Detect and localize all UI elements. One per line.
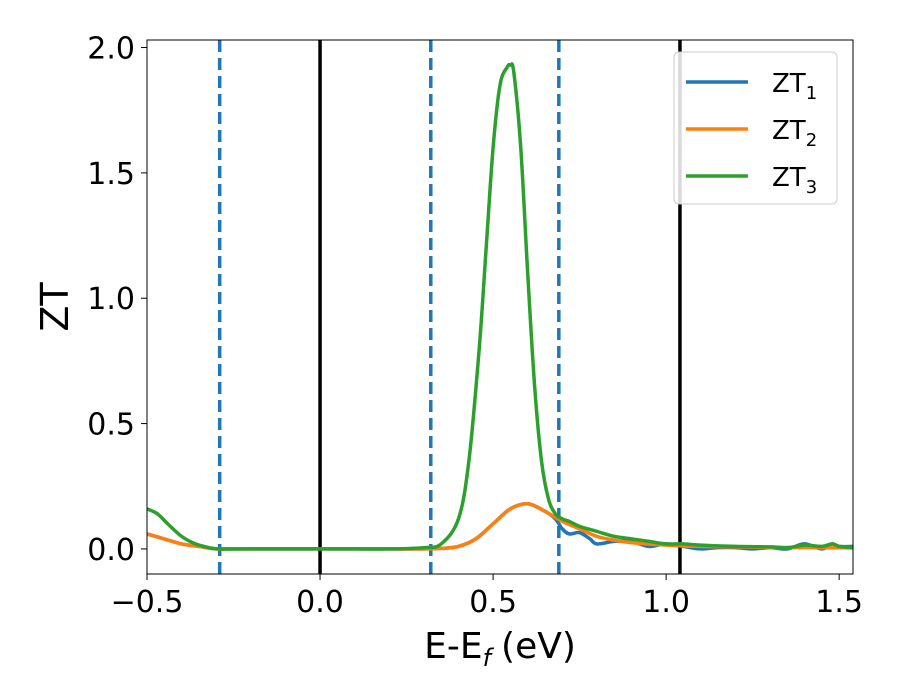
x-axis: −0.5 0.0 0.5 1.0 1.5 <box>111 574 863 620</box>
x-axis-label-unit: (eV) <box>501 626 576 667</box>
y-tick-label: 0.5 <box>87 408 135 443</box>
legend-box <box>673 51 838 205</box>
y-tick-label: 1.5 <box>87 157 135 192</box>
legend-label-zt1: ZT1 <box>772 69 817 104</box>
series-line-zt3 <box>147 62 853 551</box>
x-tick-label: 1.0 <box>642 585 690 620</box>
y-tick-label: 0.0 <box>87 533 135 568</box>
x-tick-label: 0.5 <box>469 585 517 620</box>
legend-label-zt2: ZT2 <box>772 116 817 151</box>
x-axis-label-main: E-E <box>424 626 482 667</box>
series-lines <box>147 62 853 551</box>
x-axis-label-sub: f <box>483 644 495 672</box>
x-tick-label: −0.5 <box>111 585 184 620</box>
y-tick-label: 2.0 <box>87 32 135 67</box>
x-tick-label: 0.0 <box>296 585 344 620</box>
legend: ZT1 ZT2 ZT3 <box>673 51 838 205</box>
y-axis: 0.0 0.5 1.0 1.5 2.0 <box>87 32 147 568</box>
x-tick-label: 1.5 <box>815 585 863 620</box>
y-tick-label: 1.0 <box>87 282 135 317</box>
x-axis-label: E-Ef (eV) <box>424 626 576 672</box>
y-axis-label: ZT <box>33 282 77 332</box>
plot-frame <box>146 39 854 575</box>
legend-label-zt3: ZT3 <box>772 163 817 198</box>
